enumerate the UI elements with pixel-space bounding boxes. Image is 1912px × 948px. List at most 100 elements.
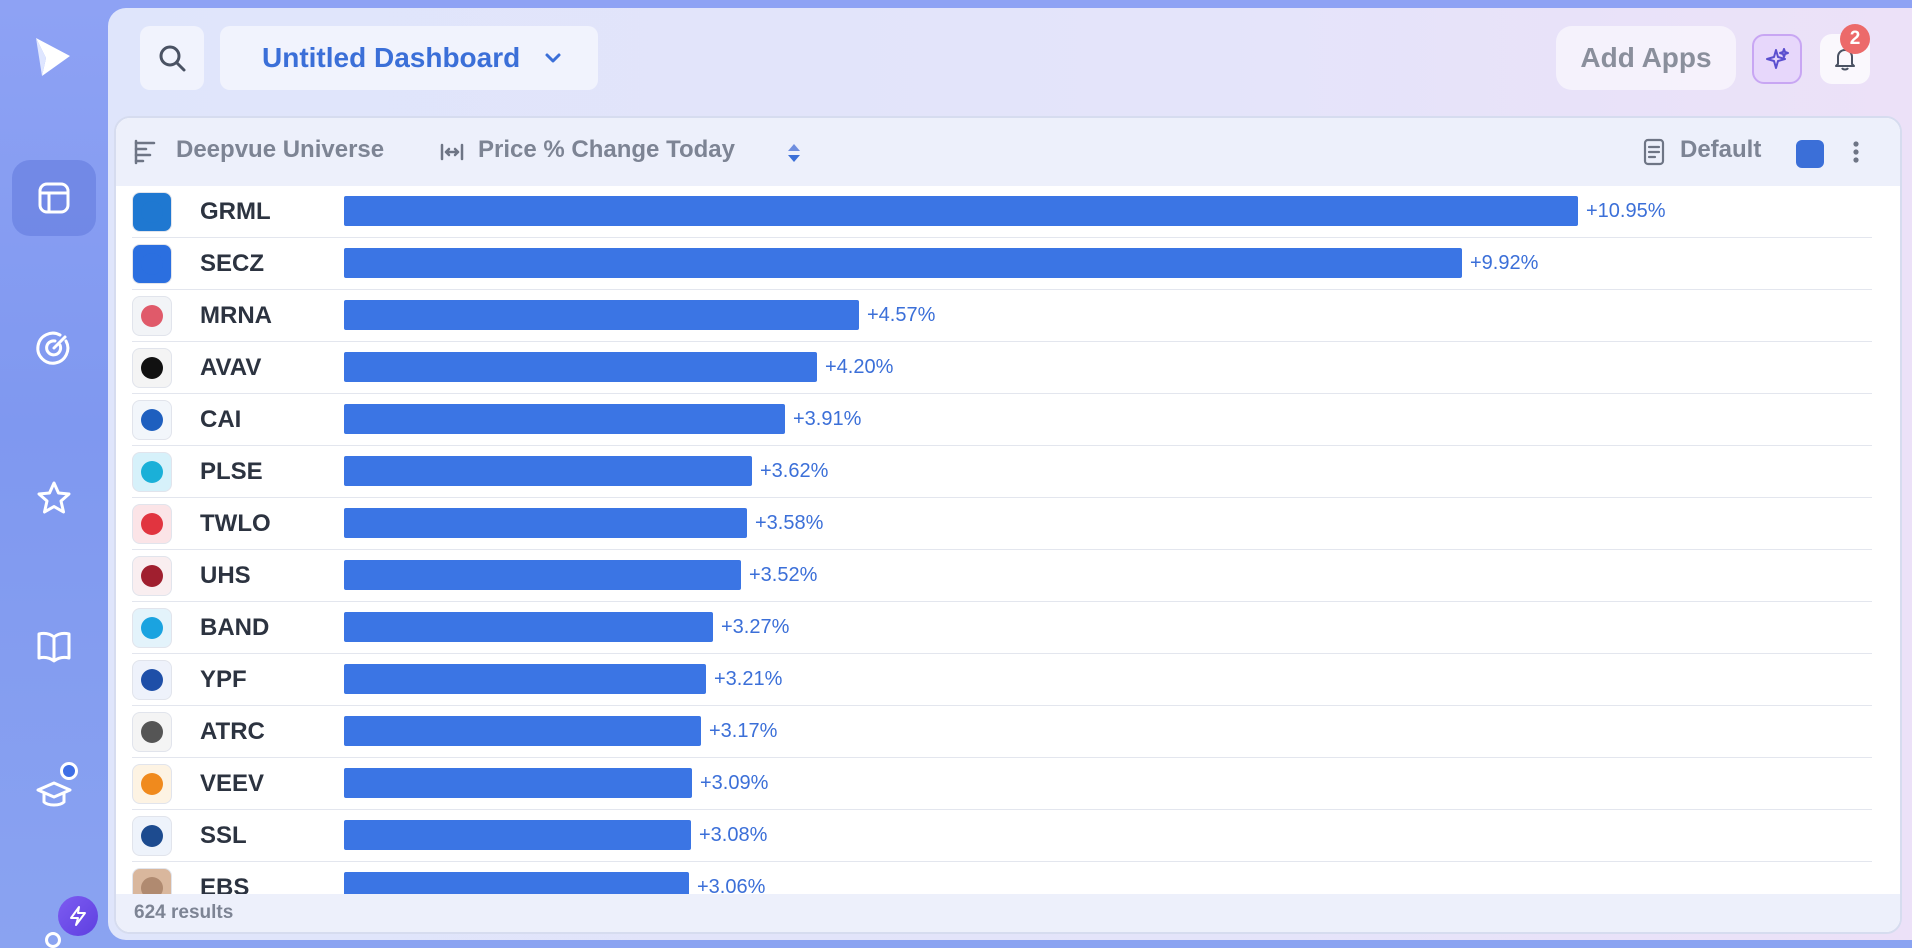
widget-footer: 624 results bbox=[116, 894, 1900, 932]
row-divider bbox=[132, 237, 1872, 238]
ticker-label[interactable]: PLSE bbox=[200, 458, 263, 485]
company-logo-icon bbox=[132, 192, 172, 232]
ticker-label[interactable]: MRNA bbox=[200, 302, 272, 329]
layout-selector[interactable]: Default bbox=[1680, 136, 1762, 163]
nav-library[interactable] bbox=[12, 608, 96, 684]
value-label: +3.27% bbox=[721, 616, 790, 638]
bar-row[interactable]: SECZ +9.92% bbox=[116, 238, 1900, 290]
column-width-icon[interactable] bbox=[438, 138, 466, 166]
ticker-label[interactable]: SSL bbox=[200, 822, 247, 849]
company-logo-icon bbox=[132, 764, 172, 804]
book-icon bbox=[37, 631, 71, 663]
bar-row[interactable]: VEEV +3.09% bbox=[116, 758, 1900, 810]
universe-selector[interactable]: Deepvue Universe bbox=[176, 136, 385, 163]
row-divider bbox=[132, 549, 1872, 550]
dashboard-title: Untitled Dashboard bbox=[262, 42, 521, 73]
main-panel: Untitled Dashboard Add Apps 2 bbox=[108, 8, 1912, 940]
company-logo-icon bbox=[132, 244, 172, 284]
company-logo-icon bbox=[132, 868, 172, 896]
bar-row[interactable]: MRNA +4.57% bbox=[116, 290, 1900, 342]
universe-list-icon[interactable] bbox=[132, 138, 160, 166]
value-label: +3.17% bbox=[709, 720, 778, 742]
ticker-label[interactable]: VEEV bbox=[200, 770, 265, 797]
row-divider bbox=[132, 497, 1872, 498]
app-logo-icon[interactable] bbox=[32, 34, 74, 80]
bar[interactable] bbox=[344, 404, 785, 434]
ticker-label[interactable]: SECZ bbox=[200, 250, 265, 277]
sort-toggle-icon[interactable] bbox=[786, 142, 802, 164]
more-options-icon[interactable] bbox=[1842, 138, 1870, 166]
search-button[interactable] bbox=[140, 26, 204, 90]
bar[interactable] bbox=[344, 768, 692, 798]
nav-learn[interactable] bbox=[12, 756, 96, 832]
upgrade-button[interactable] bbox=[58, 896, 98, 936]
company-logo-icon bbox=[132, 556, 172, 596]
add-apps-button[interactable]: Add Apps bbox=[1556, 26, 1736, 90]
ticker-label[interactable]: CAI bbox=[200, 406, 242, 433]
bar-row[interactable]: EBS +3.06% bbox=[116, 862, 1900, 896]
bar[interactable] bbox=[344, 456, 752, 486]
row-divider bbox=[132, 289, 1872, 290]
company-logo-mark bbox=[141, 201, 163, 223]
company-logo-mark bbox=[141, 305, 163, 327]
bar-row[interactable]: BAND +3.27% bbox=[116, 602, 1900, 654]
bar-row[interactable]: UHS +3.52% bbox=[116, 550, 1900, 602]
bar-row[interactable]: TWLO +3.58% bbox=[116, 498, 1900, 550]
row-divider bbox=[132, 705, 1872, 706]
ticker-label[interactable]: UHS bbox=[200, 562, 251, 589]
company-logo-mark bbox=[141, 513, 163, 535]
radar-icon bbox=[36, 331, 70, 365]
bar[interactable] bbox=[344, 716, 701, 746]
ticker-label[interactable]: YPF bbox=[200, 666, 247, 693]
help-ring-icon[interactable] bbox=[45, 932, 61, 948]
bar[interactable] bbox=[344, 664, 706, 694]
bar-row[interactable]: ATRC +3.17% bbox=[116, 706, 1900, 758]
company-logo-mark bbox=[141, 357, 163, 379]
ticker-label[interactable]: GRML bbox=[200, 198, 271, 225]
bar[interactable] bbox=[344, 248, 1462, 278]
ticker-label[interactable]: AVAV bbox=[200, 354, 262, 381]
ticker-label[interactable]: TWLO bbox=[200, 510, 271, 537]
notification-count-badge: 2 bbox=[1840, 24, 1870, 54]
bar[interactable] bbox=[344, 820, 691, 850]
color-picker-swatch[interactable] bbox=[1796, 140, 1824, 168]
bar-row[interactable]: YPF +3.21% bbox=[116, 654, 1900, 706]
bar[interactable] bbox=[344, 872, 689, 896]
graduation-cap-icon bbox=[36, 781, 72, 807]
company-logo-icon bbox=[132, 660, 172, 700]
bar[interactable] bbox=[344, 560, 741, 590]
ai-assistant-button[interactable] bbox=[1752, 34, 1802, 84]
widget-header: Deepvue Universe Price % Change Today De… bbox=[116, 118, 1900, 186]
dashboard-selector[interactable]: Untitled Dashboard bbox=[220, 26, 598, 90]
bar-row[interactable]: CAI +3.91% bbox=[116, 394, 1900, 446]
bar[interactable] bbox=[344, 300, 859, 330]
company-logo-mark bbox=[141, 617, 163, 639]
bar[interactable] bbox=[344, 352, 817, 382]
top-bar: Untitled Dashboard Add Apps 2 bbox=[108, 8, 1912, 108]
company-logo-icon bbox=[132, 296, 172, 336]
bar-row[interactable]: SSL +3.08% bbox=[116, 810, 1900, 862]
row-divider bbox=[132, 757, 1872, 758]
ticker-label[interactable]: EBS bbox=[200, 874, 250, 896]
bar-row[interactable]: AVAV +4.20% bbox=[116, 342, 1900, 394]
value-label: +3.52% bbox=[749, 564, 818, 586]
value-label: +3.06% bbox=[697, 876, 766, 896]
bar[interactable] bbox=[344, 612, 713, 642]
metric-selector[interactable]: Price % Change Today bbox=[478, 136, 735, 163]
learn-notification-dot bbox=[60, 762, 78, 780]
bar[interactable] bbox=[344, 508, 747, 538]
value-label: +3.62% bbox=[760, 460, 829, 482]
nav-favorites[interactable] bbox=[12, 460, 96, 536]
ticker-label[interactable]: ATRC bbox=[200, 718, 265, 745]
row-divider bbox=[132, 341, 1872, 342]
row-divider bbox=[132, 601, 1872, 602]
bar-row[interactable]: GRML +10.95% bbox=[116, 186, 1900, 238]
layout-document-icon[interactable] bbox=[1640, 138, 1668, 166]
value-label: +9.92% bbox=[1470, 252, 1539, 274]
bar[interactable] bbox=[344, 196, 1578, 226]
nav-radar[interactable] bbox=[12, 310, 96, 386]
bar-row[interactable]: PLSE +3.62% bbox=[116, 446, 1900, 498]
ticker-label[interactable]: BAND bbox=[200, 614, 270, 641]
nav-dashboard[interactable] bbox=[12, 160, 96, 236]
value-label: +3.91% bbox=[793, 408, 862, 430]
